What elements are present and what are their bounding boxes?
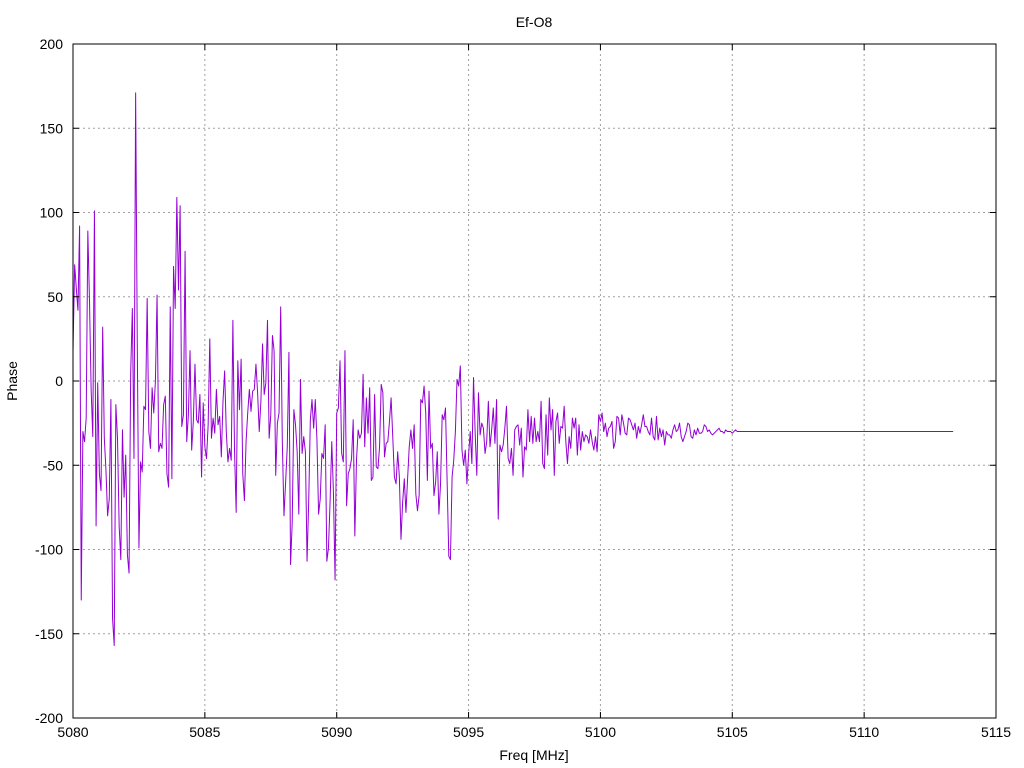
- y-tick-label: -50: [43, 457, 63, 473]
- y-axis: -200 -150 -100 -50 0 50 100 150 200: [35, 36, 63, 726]
- x-tick-label: 5110: [849, 724, 879, 740]
- y-tick-label: 50: [47, 289, 63, 305]
- x-tick-label: 5115: [981, 724, 1011, 740]
- y-tick-label: 200: [40, 36, 64, 52]
- grid-lines: [73, 44, 996, 718]
- y-tick-label: -150: [35, 626, 63, 642]
- x-axis: 5080 5085 5090 5095 5100 5105 5110 5115: [57, 724, 1011, 740]
- x-tick-label: 5095: [453, 724, 484, 740]
- axis-ticks: [72, 43, 997, 719]
- y-tick-label: -200: [35, 710, 63, 726]
- x-tick-label: 5085: [189, 724, 220, 740]
- x-axis-label: Freq [MHz]: [499, 747, 568, 763]
- chart-title: Ef-O8: [516, 14, 553, 30]
- plot-area: [72, 92, 954, 647]
- x-tick-label: 5090: [321, 724, 352, 740]
- phase-series-line: [72, 92, 954, 647]
- y-tick-label: -100: [35, 542, 63, 558]
- x-tick-label: 5080: [57, 724, 88, 740]
- y-axis-label: Phase: [4, 361, 20, 401]
- y-tick-label: 0: [55, 373, 63, 389]
- x-tick-label: 5105: [717, 724, 748, 740]
- y-tick-label: 150: [40, 120, 64, 136]
- y-tick-label: 100: [40, 205, 64, 221]
- x-tick-label: 5100: [585, 724, 616, 740]
